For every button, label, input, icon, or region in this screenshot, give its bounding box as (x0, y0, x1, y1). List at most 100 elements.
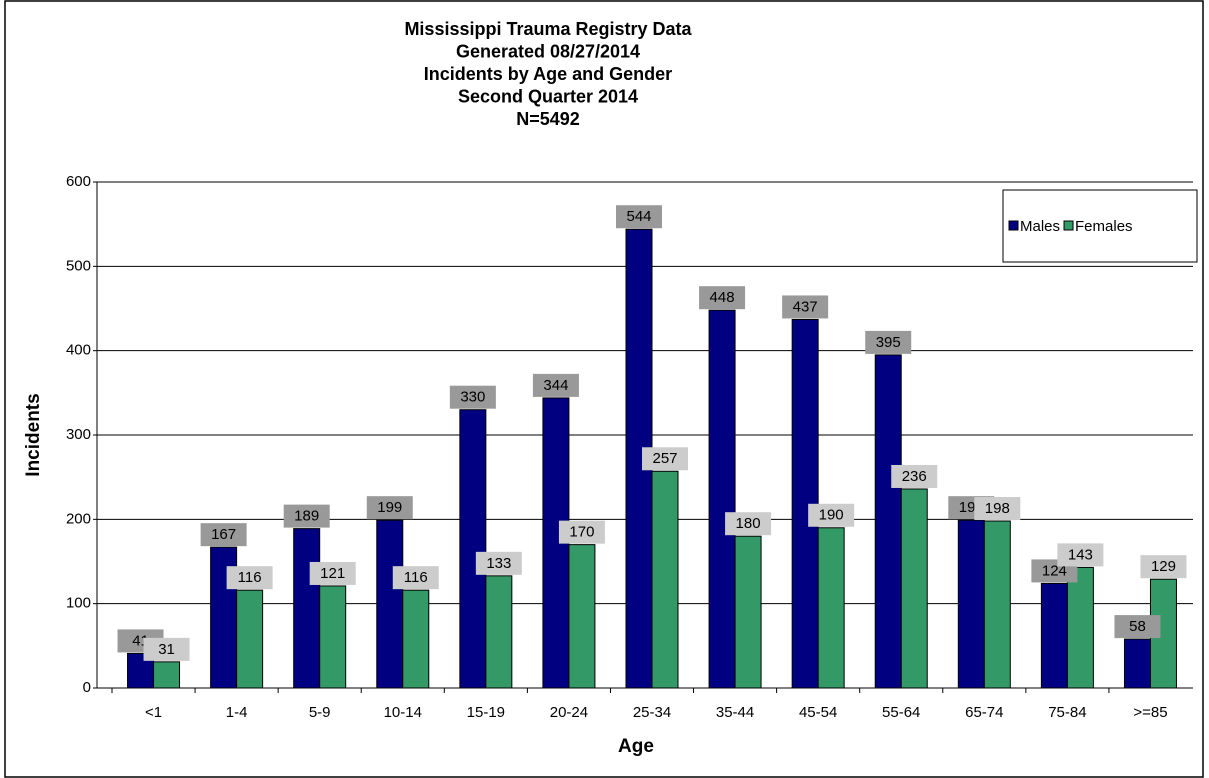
y-tick-label: 300 (66, 426, 91, 443)
value-label-box (1140, 555, 1187, 579)
x-tick-label: 15-19 (467, 704, 505, 721)
value-label: 544 (626, 208, 651, 225)
x-tick-label: 55-64 (882, 704, 920, 721)
value-label-box (642, 447, 688, 471)
value-label-box (226, 566, 273, 590)
value-label: 133 (486, 555, 511, 572)
value-label: 257 (652, 450, 677, 467)
value-label-box (1057, 543, 1104, 567)
y-tick-label: 0 (83, 679, 91, 696)
value-label-box (782, 295, 829, 319)
value-label-box (143, 637, 190, 661)
value-label: 189 (294, 508, 319, 525)
bar (708, 309, 736, 689)
value-label: 170 (569, 524, 594, 541)
chart-title: Second Quarter 2014 (458, 86, 638, 106)
value-label: 116 (404, 569, 428, 586)
value-label-box (283, 504, 330, 528)
value-label: 124 (1042, 562, 1067, 579)
legend-swatch (1008, 220, 1019, 231)
legend-box (1002, 189, 1198, 263)
value-label: 236 (902, 468, 927, 485)
y-tick-label: 100 (66, 595, 91, 612)
value-label-box (449, 385, 496, 409)
chart-border (4, 0, 1204, 778)
x-tick-label: 20-24 (550, 704, 588, 721)
y-tick-label: 200 (66, 510, 91, 527)
value-label: 167 (211, 526, 236, 543)
bar (459, 409, 487, 689)
value-label-box (366, 496, 413, 520)
value-label: 121 (320, 565, 345, 582)
x-tick-label: <1 (145, 704, 162, 721)
value-label-box (200, 523, 247, 547)
value-label-box (616, 205, 662, 229)
value-label-box (558, 520, 605, 544)
value-label-box (532, 373, 579, 397)
value-label: 31 (158, 641, 175, 658)
y-tick-label: 400 (66, 342, 91, 359)
y-tick-label: 500 (66, 257, 91, 274)
chart-title: N=5492 (516, 109, 580, 129)
x-tick-label: >=85 (1133, 704, 1167, 721)
value-label-box (808, 503, 855, 527)
bar (791, 318, 819, 689)
legend-swatch (1063, 220, 1074, 231)
x-tick-label: 75-84 (1048, 704, 1086, 721)
bar (485, 575, 513, 689)
bar (402, 589, 430, 689)
value-label-box (725, 512, 772, 536)
chart-title: Mississippi Trauma Registry Data (404, 19, 692, 39)
value-label: 190 (819, 507, 844, 524)
value-label: 437 (793, 298, 818, 315)
y-axis-label: Incidents (23, 393, 44, 476)
value-label: 180 (736, 515, 761, 532)
bar (293, 528, 321, 689)
bar (1066, 566, 1094, 689)
value-label: 344 (543, 377, 568, 394)
x-tick-label: 65-74 (965, 704, 1003, 721)
bar (153, 661, 181, 689)
bar (817, 527, 845, 689)
value-label-box (309, 561, 356, 585)
bar (542, 397, 570, 689)
bar (568, 544, 596, 689)
value-label-box (891, 464, 938, 488)
value-label: 199 (377, 499, 402, 516)
bar (236, 589, 264, 689)
value-label: 58 (1129, 618, 1146, 635)
value-label: 395 (876, 334, 901, 351)
value-label-box (392, 566, 439, 590)
bar (319, 585, 347, 689)
x-tick-label: 25-34 (633, 704, 671, 721)
value-label-box (865, 330, 912, 354)
bar (651, 470, 679, 689)
x-axis-label: Age (618, 736, 654, 757)
bar (1123, 638, 1151, 689)
bar (957, 519, 985, 689)
y-tick-label: 600 (66, 173, 91, 190)
value-label: 129 (1151, 558, 1176, 575)
value-label: 116 (238, 569, 262, 586)
value-label: 198 (985, 500, 1010, 517)
legend-label: Females (1075, 218, 1133, 235)
value-label: 143 (1068, 546, 1093, 563)
value-label: 448 (710, 289, 735, 306)
bar (376, 519, 404, 689)
chart-title: Generated 08/27/2014 (456, 41, 640, 61)
bar (734, 535, 762, 689)
x-tick-label: 1-4 (226, 704, 248, 721)
x-tick-label: 45-54 (799, 704, 837, 721)
value-label-box (1114, 615, 1161, 639)
bar (1040, 582, 1068, 689)
value-label-box (699, 286, 746, 310)
x-tick-label: 35-44 (716, 704, 754, 721)
legend-label: Males (1020, 218, 1060, 235)
x-tick-label: 10-14 (384, 704, 422, 721)
x-tick-label: 5-9 (309, 704, 331, 721)
value-label: 330 (460, 389, 485, 406)
bar (900, 488, 928, 689)
value-label-box (974, 497, 1021, 521)
bar (874, 354, 902, 689)
